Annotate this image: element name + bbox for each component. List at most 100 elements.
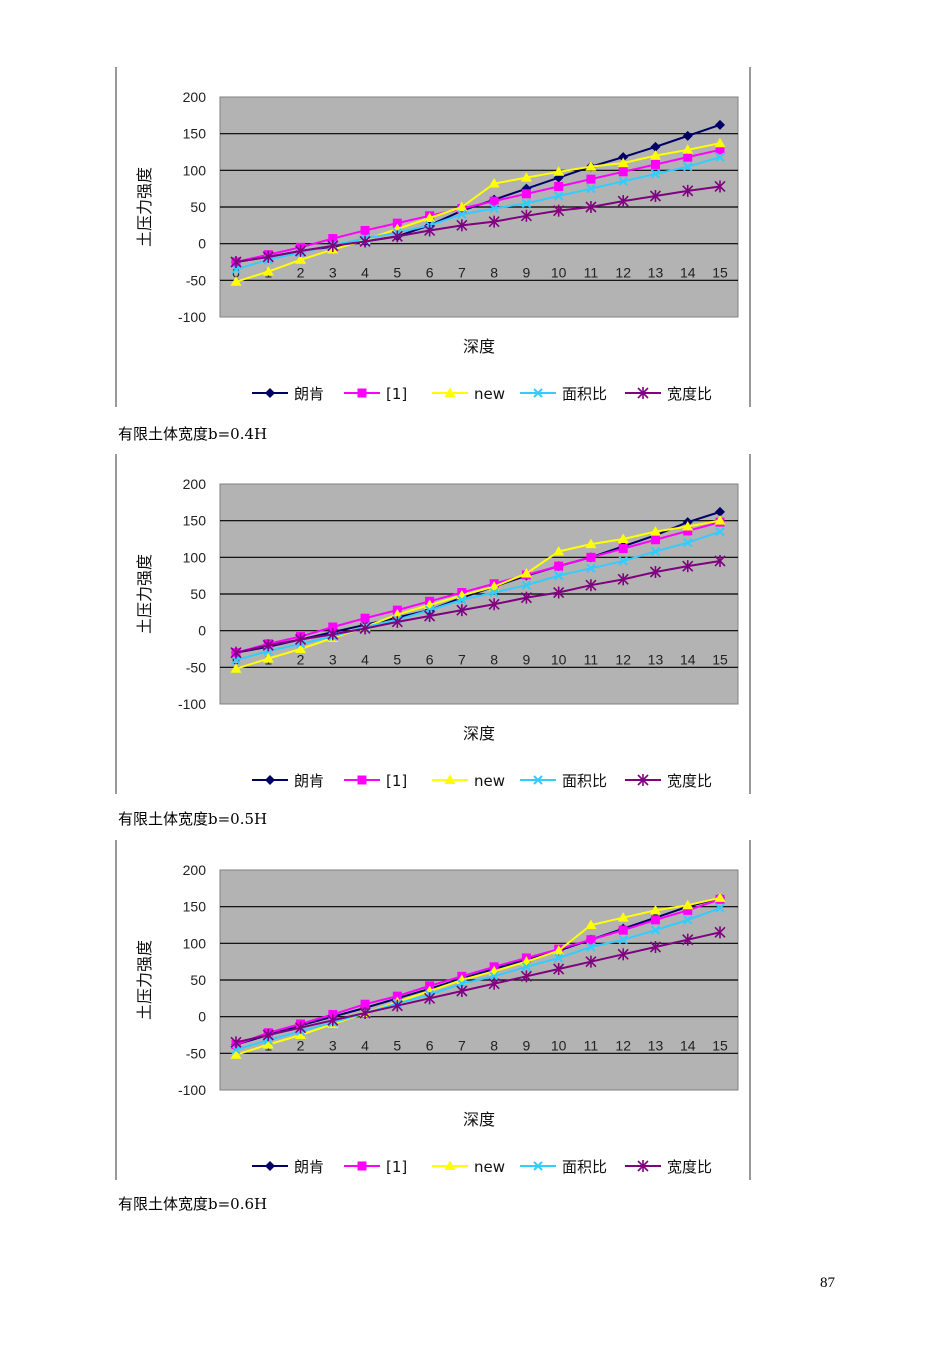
data-point	[424, 992, 436, 1005]
legend-entry: 朗肯	[252, 772, 324, 790]
x-tick-label: 2	[297, 1038, 305, 1054]
series-markers	[230, 555, 726, 659]
x-tick-label: 13	[648, 265, 664, 281]
y-tick-label: -50	[186, 659, 206, 675]
x-tick-label: 6	[426, 1038, 434, 1054]
data-point	[650, 925, 661, 935]
x-tick-label: 3	[329, 1038, 337, 1054]
legend-entry: 面积比	[520, 385, 607, 403]
y-tick-label: -100	[178, 309, 206, 325]
data-point	[650, 169, 661, 179]
y-tick-label: 50	[190, 972, 206, 988]
data-point	[585, 919, 597, 929]
data-point	[553, 963, 565, 975]
data-point	[714, 515, 726, 525]
legend-entry: [1]	[344, 1158, 407, 1176]
x-tick-label: 4	[361, 265, 369, 281]
data-point	[586, 935, 596, 945]
x-tick-label: 13	[648, 652, 664, 668]
legend-label: 朗肯	[294, 772, 324, 790]
data-point	[682, 933, 694, 946]
data-point	[714, 555, 726, 567]
data-point	[489, 196, 499, 206]
series-line	[235, 530, 721, 661]
data-point	[295, 643, 307, 653]
series-line	[235, 185, 721, 263]
y-tick-label: 150	[183, 513, 207, 529]
data-point	[553, 945, 565, 955]
legend-label: 宽度比	[667, 1158, 712, 1176]
data-point	[617, 573, 629, 586]
data-point	[489, 587, 499, 598]
data-point	[553, 166, 565, 176]
data-point	[360, 225, 370, 235]
x-tick-label: 9	[523, 265, 531, 281]
legend-entry: 宽度比	[625, 772, 712, 790]
data-point	[521, 189, 531, 199]
data-point	[392, 218, 402, 228]
chart-panel: 200150100500-50-100012345678910111213141…	[100, 65, 760, 425]
data-point	[392, 991, 402, 1001]
data-point	[585, 161, 597, 171]
legend-entry: 宽度比	[625, 1158, 712, 1176]
y-axis-title: 土压力强度	[135, 940, 154, 1020]
x-axis-title: 深度	[463, 337, 495, 356]
x-tick-label: 6	[426, 652, 434, 668]
data-point	[359, 1007, 371, 1019]
data-point	[262, 1039, 274, 1049]
data-point	[391, 999, 403, 1012]
data-point	[424, 610, 436, 622]
data-point	[683, 905, 693, 915]
data-point	[683, 915, 693, 925]
legend-label: new	[474, 385, 505, 403]
x-tick-label: 7	[458, 652, 466, 668]
data-point	[359, 235, 371, 248]
y-tick-label: 0	[198, 623, 206, 639]
x-axis-title: 深度	[463, 1110, 495, 1129]
x-tick-label: 9	[523, 652, 531, 668]
x-tick-label: 0	[232, 265, 240, 281]
data-point	[586, 563, 596, 574]
x-tick-label: 15	[712, 652, 728, 668]
data-point	[457, 595, 467, 605]
data-point	[650, 546, 661, 557]
data-point	[520, 209, 532, 222]
legend-entry: new	[432, 1158, 505, 1176]
series-line	[235, 931, 721, 1044]
x-tick-label: 14	[680, 1038, 696, 1054]
data-point	[618, 176, 628, 187]
x-tick-label: 10	[551, 652, 567, 668]
data-point	[230, 663, 242, 673]
data-point	[359, 622, 371, 635]
data-point	[327, 1014, 339, 1027]
legend-entry: new	[432, 772, 505, 790]
data-point	[618, 152, 629, 163]
legend-label: 面积比	[562, 385, 607, 403]
data-point	[618, 556, 628, 566]
data-point	[554, 561, 564, 571]
data-point	[714, 137, 726, 148]
data-point	[682, 130, 693, 141]
y-tick-label: 200	[183, 862, 207, 878]
x-tick-label: 11	[584, 1038, 599, 1054]
legend-marker	[357, 1161, 367, 1171]
x-tick-label: 11	[584, 652, 599, 668]
data-point	[649, 190, 662, 202]
x-tick-label: 5	[393, 265, 401, 281]
data-point	[553, 204, 565, 217]
y-tick-label: 0	[198, 236, 206, 252]
y-axis-title: 土压力强度	[135, 554, 154, 634]
data-point	[554, 181, 564, 191]
data-point	[586, 942, 596, 952]
chart-caption: 有限土体宽度b=0.6H	[118, 1195, 268, 1213]
data-point	[715, 903, 725, 913]
data-point	[715, 506, 725, 517]
data-point	[586, 174, 596, 184]
data-point	[553, 545, 565, 556]
y-axis-title: 土压力强度	[135, 167, 154, 247]
chart-panel: 200150100500-50-100012345678910111213141…	[100, 452, 760, 812]
legend-marker	[533, 775, 543, 785]
x-tick-label: 11	[584, 265, 599, 281]
line-chart: 200150100500-50-100012345678910111213141…	[115, 454, 751, 794]
data-point	[424, 224, 436, 237]
